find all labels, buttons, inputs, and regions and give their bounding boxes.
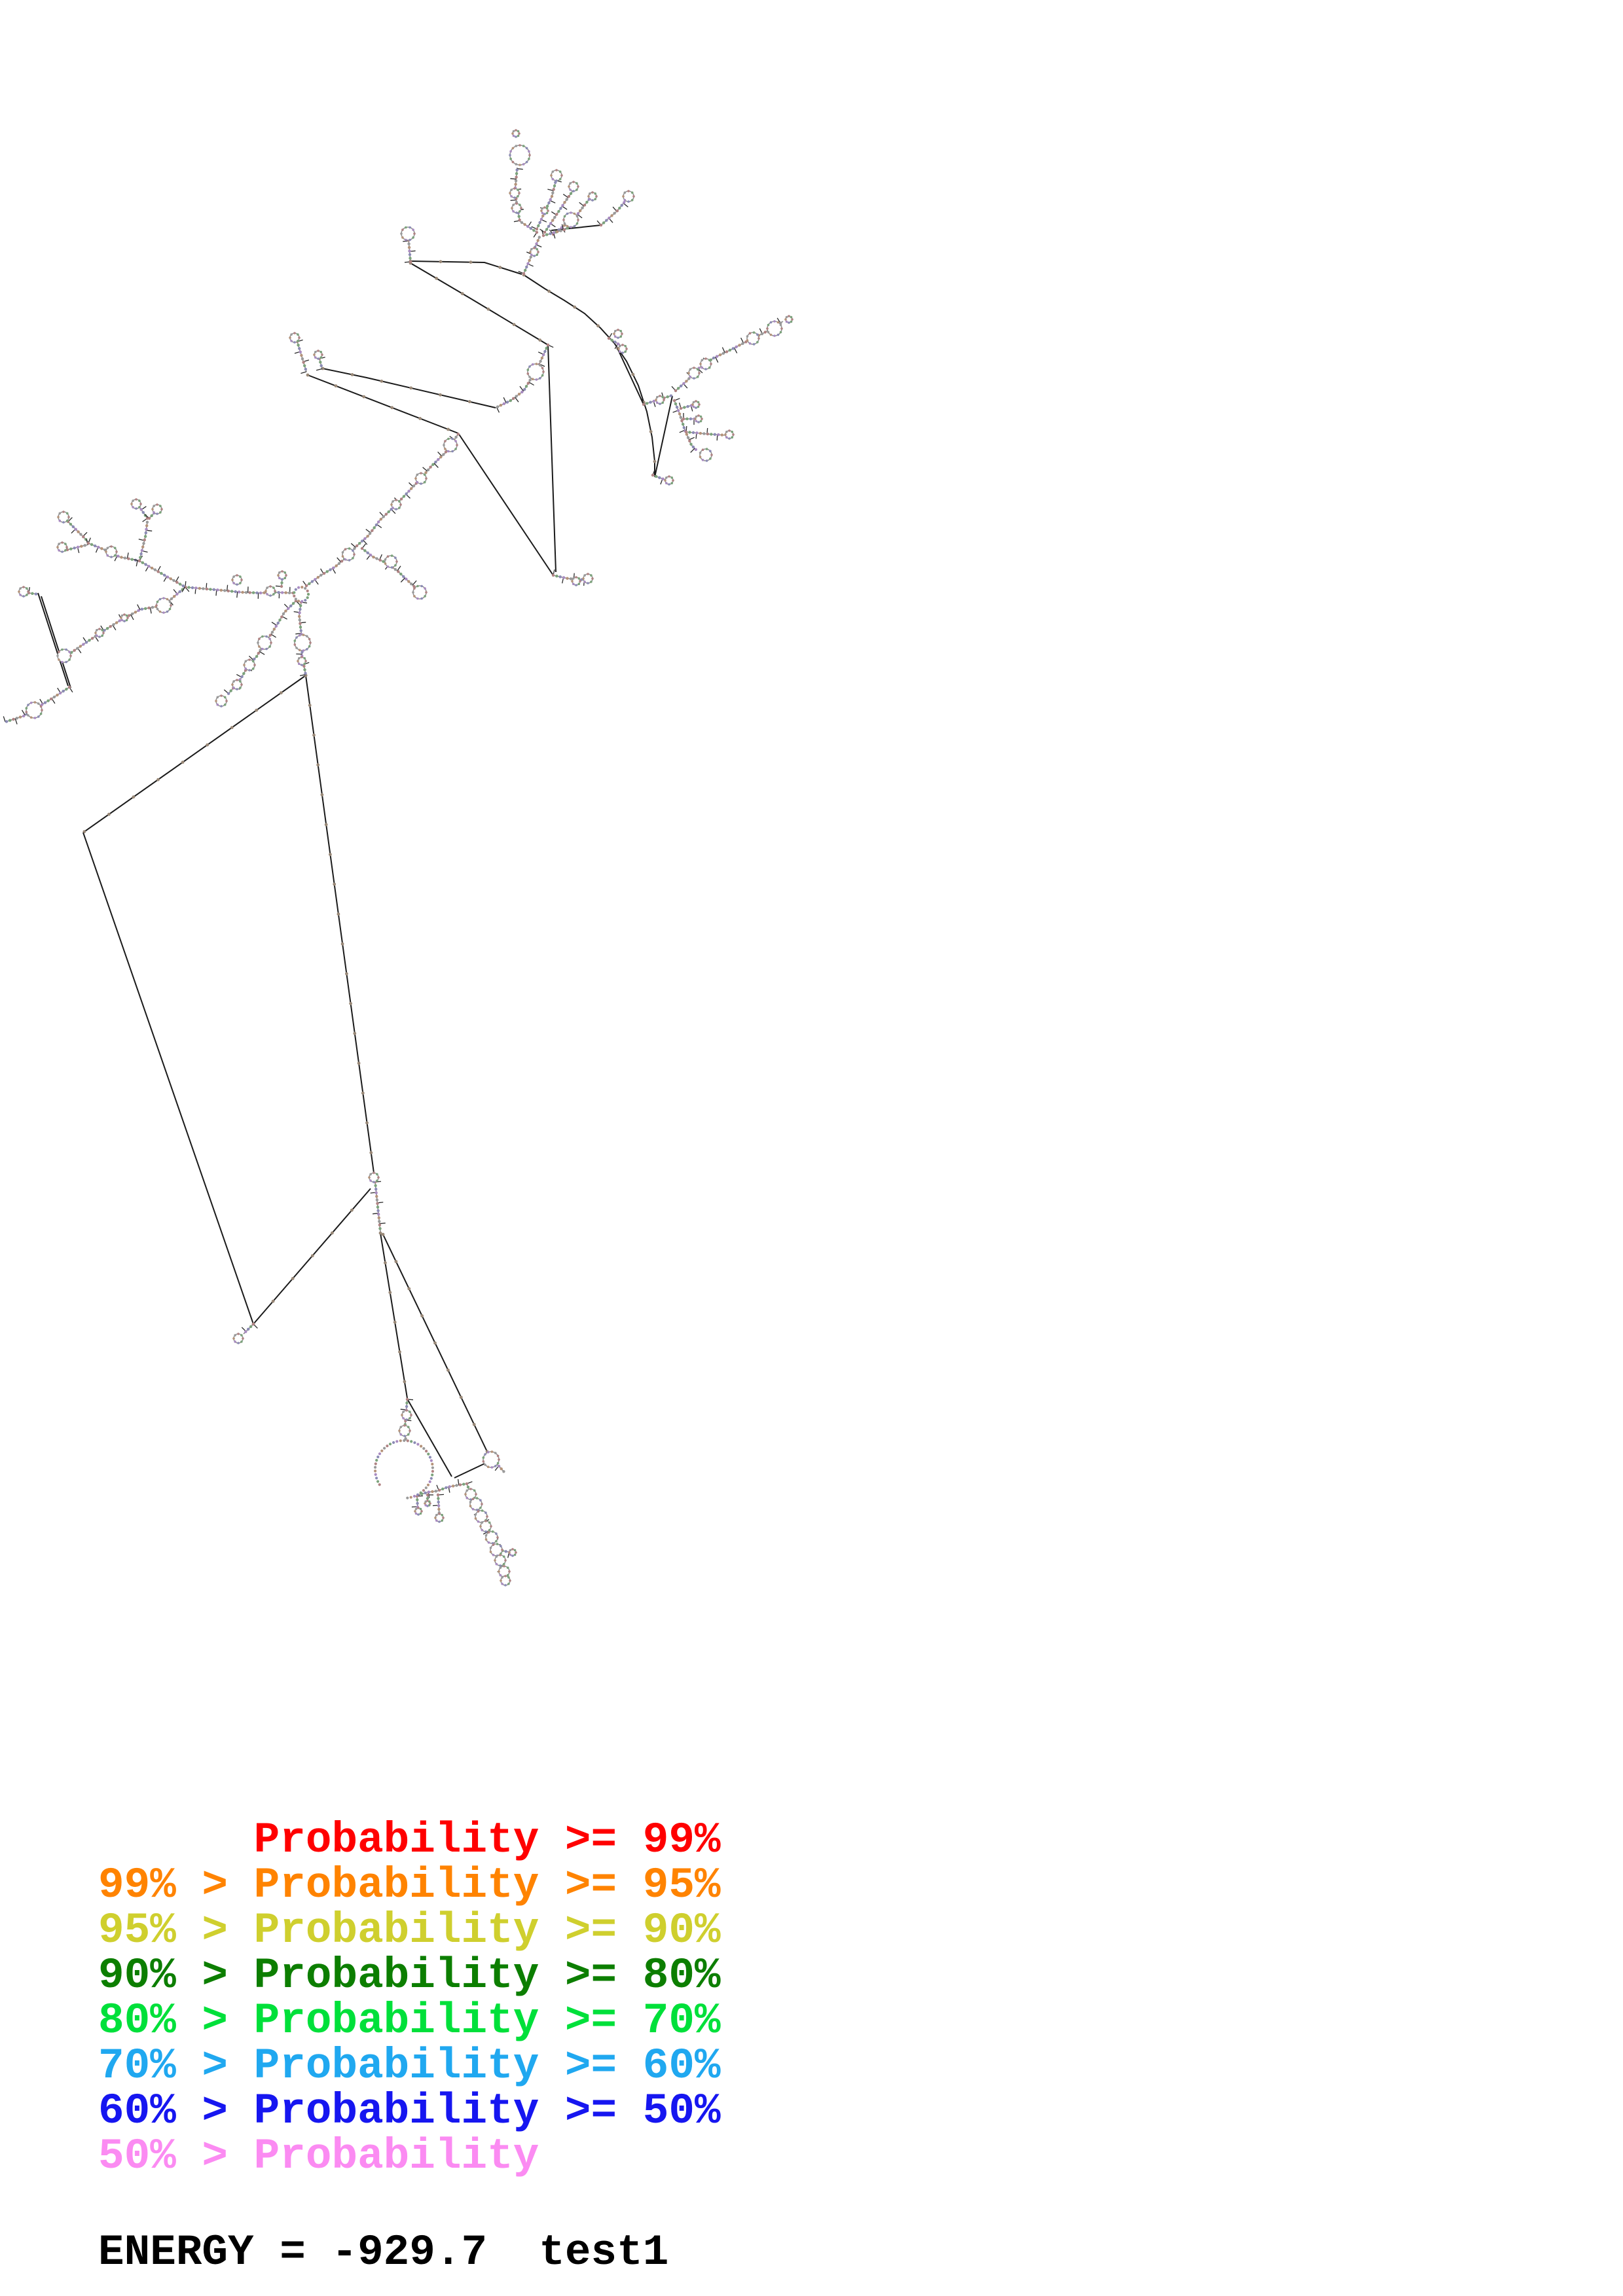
legend-row: 70% > Probability >= 60% [98,2041,721,2090]
connector-lines [37,224,673,1479]
legend-row: Probability >= 99% [98,1816,721,1865]
probability-legend: Probability >= 99% 99% > Probability >= 9… [98,1818,721,2179]
legend-row: 60% > Probability >= 50% [98,2087,721,2136]
legend-row: 99% > Probability >= 95% [98,1861,721,1910]
stem-chains [3,167,784,1579]
loop-circles [18,129,793,1587]
energy-label: ENERGY = -929.7 test1 [98,2228,669,2277]
legend-row: 95% > Probability >= 90% [98,1906,721,1955]
legend-row: 50% > Probability [98,2132,539,2181]
legend-row: 90% > Probability >= 80% [98,1951,721,2000]
legend-row: 80% > Probability >= 70% [98,1996,721,2045]
